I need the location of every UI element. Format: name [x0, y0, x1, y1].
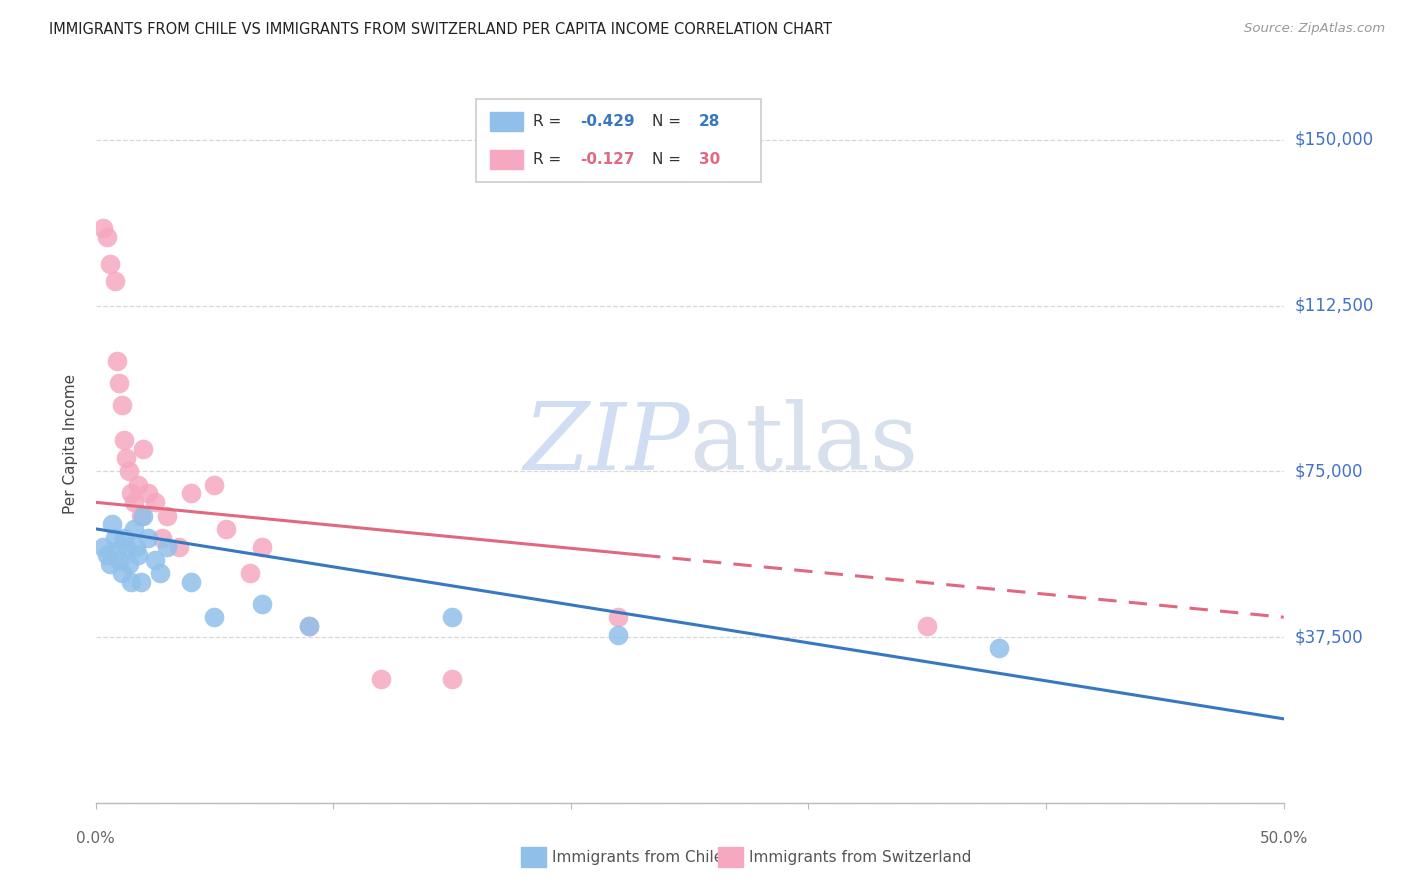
Text: 30: 30 [699, 152, 720, 167]
Point [132, 442, 155, 457]
Point [136, 531, 159, 545]
Point [156, 540, 179, 554]
Point [250, 540, 273, 554]
Point [108, 376, 131, 390]
Text: Immigrants from Switzerland: Immigrants from Switzerland [748, 850, 972, 864]
Point [987, 641, 1010, 656]
Point [132, 508, 155, 523]
Point [118, 464, 141, 478]
Text: R =: R = [533, 152, 567, 167]
Point [607, 628, 630, 642]
Point [298, 619, 321, 633]
Point [120, 574, 142, 589]
Text: IMMIGRANTS FROM CHILE VS IMMIGRANTS FROM SWITZERLAND PER CAPITA INCOME CORRELATI: IMMIGRANTS FROM CHILE VS IMMIGRANTS FROM… [49, 22, 832, 37]
Point [607, 610, 630, 624]
Text: -0.429: -0.429 [581, 114, 636, 129]
Point [91, 540, 114, 554]
Point [239, 566, 262, 580]
Point [215, 522, 238, 536]
Text: Source: ZipAtlas.com: Source: ZipAtlas.com [1244, 22, 1385, 36]
Point [204, 610, 226, 624]
Point [156, 508, 179, 523]
Point [143, 495, 166, 509]
Text: $112,500: $112,500 [1295, 297, 1374, 315]
Bar [491, 112, 523, 131]
Point [441, 610, 464, 624]
Point [180, 574, 202, 589]
Point [98, 257, 121, 271]
Point [204, 477, 226, 491]
Text: 28: 28 [699, 114, 720, 129]
Point [127, 477, 149, 491]
Text: $37,500: $37,500 [1295, 628, 1364, 646]
Text: ZIP: ZIP [523, 399, 690, 489]
Text: N =: N = [651, 114, 686, 129]
Text: 0.0%: 0.0% [76, 830, 115, 846]
Point [115, 451, 138, 466]
Point [441, 672, 464, 686]
Point [104, 531, 127, 545]
Point [298, 619, 321, 633]
Point [143, 553, 166, 567]
Point [98, 557, 121, 571]
Point [96, 230, 118, 244]
Point [917, 619, 939, 633]
Text: $150,000: $150,000 [1295, 131, 1374, 149]
Point [150, 531, 173, 545]
Point [250, 597, 273, 611]
Point [111, 566, 134, 580]
Point [108, 553, 131, 567]
Bar [491, 150, 523, 169]
Point [101, 517, 124, 532]
Text: N =: N = [651, 152, 686, 167]
Point [122, 495, 145, 509]
Point [120, 486, 142, 500]
Point [104, 274, 127, 288]
Point [129, 574, 152, 589]
Text: atlas: atlas [690, 399, 920, 489]
Text: Immigrants from Chile: Immigrants from Chile [551, 850, 723, 864]
Text: 50.0%: 50.0% [1260, 830, 1308, 846]
Y-axis label: Per Capita Income: Per Capita Income [62, 374, 77, 514]
Point [105, 544, 128, 558]
Point [115, 540, 138, 554]
Point [127, 549, 149, 563]
Point [112, 531, 135, 545]
Point [125, 540, 148, 554]
Text: $75,000: $75,000 [1295, 462, 1364, 481]
Point [370, 672, 392, 686]
Point [129, 508, 152, 523]
Text: -0.127: -0.127 [581, 152, 636, 167]
Point [136, 486, 159, 500]
Text: R =: R = [533, 114, 567, 129]
Point [91, 221, 114, 235]
Point [105, 354, 128, 368]
Point [112, 434, 135, 448]
Point [111, 398, 134, 412]
Point [122, 522, 145, 536]
Point [149, 566, 172, 580]
Point [118, 557, 141, 571]
Point [96, 549, 118, 563]
Point [167, 540, 190, 554]
Point [180, 486, 202, 500]
FancyBboxPatch shape [475, 99, 761, 182]
